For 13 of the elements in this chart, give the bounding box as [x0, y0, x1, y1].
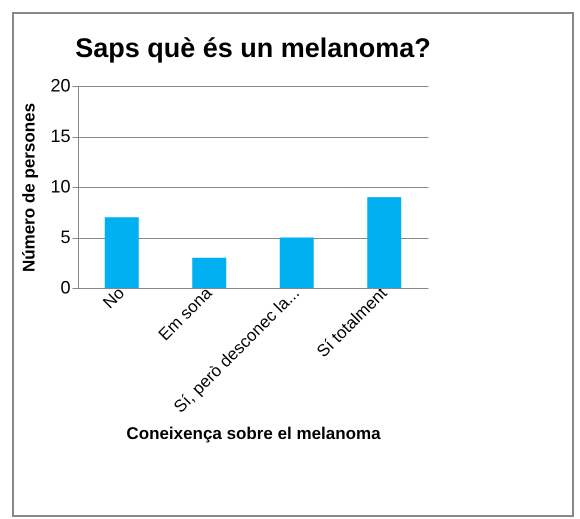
y-tick-label: 5 — [60, 227, 70, 247]
y-tick-label: 0 — [60, 278, 70, 298]
x-tick-label: No — [99, 283, 128, 312]
bar — [192, 258, 226, 288]
y-axis-title: Número de persones — [19, 102, 38, 272]
y-tick-label: 20 — [50, 76, 70, 96]
bar — [104, 217, 139, 288]
y-tick-label: 10 — [50, 176, 70, 196]
bar — [367, 197, 402, 288]
y-tick-label: 15 — [50, 126, 70, 146]
x-axis-title: Coneixença sobre el melanoma — [126, 424, 382, 443]
chart-title: Saps què és un melanoma? — [75, 33, 431, 63]
bar — [280, 238, 314, 288]
